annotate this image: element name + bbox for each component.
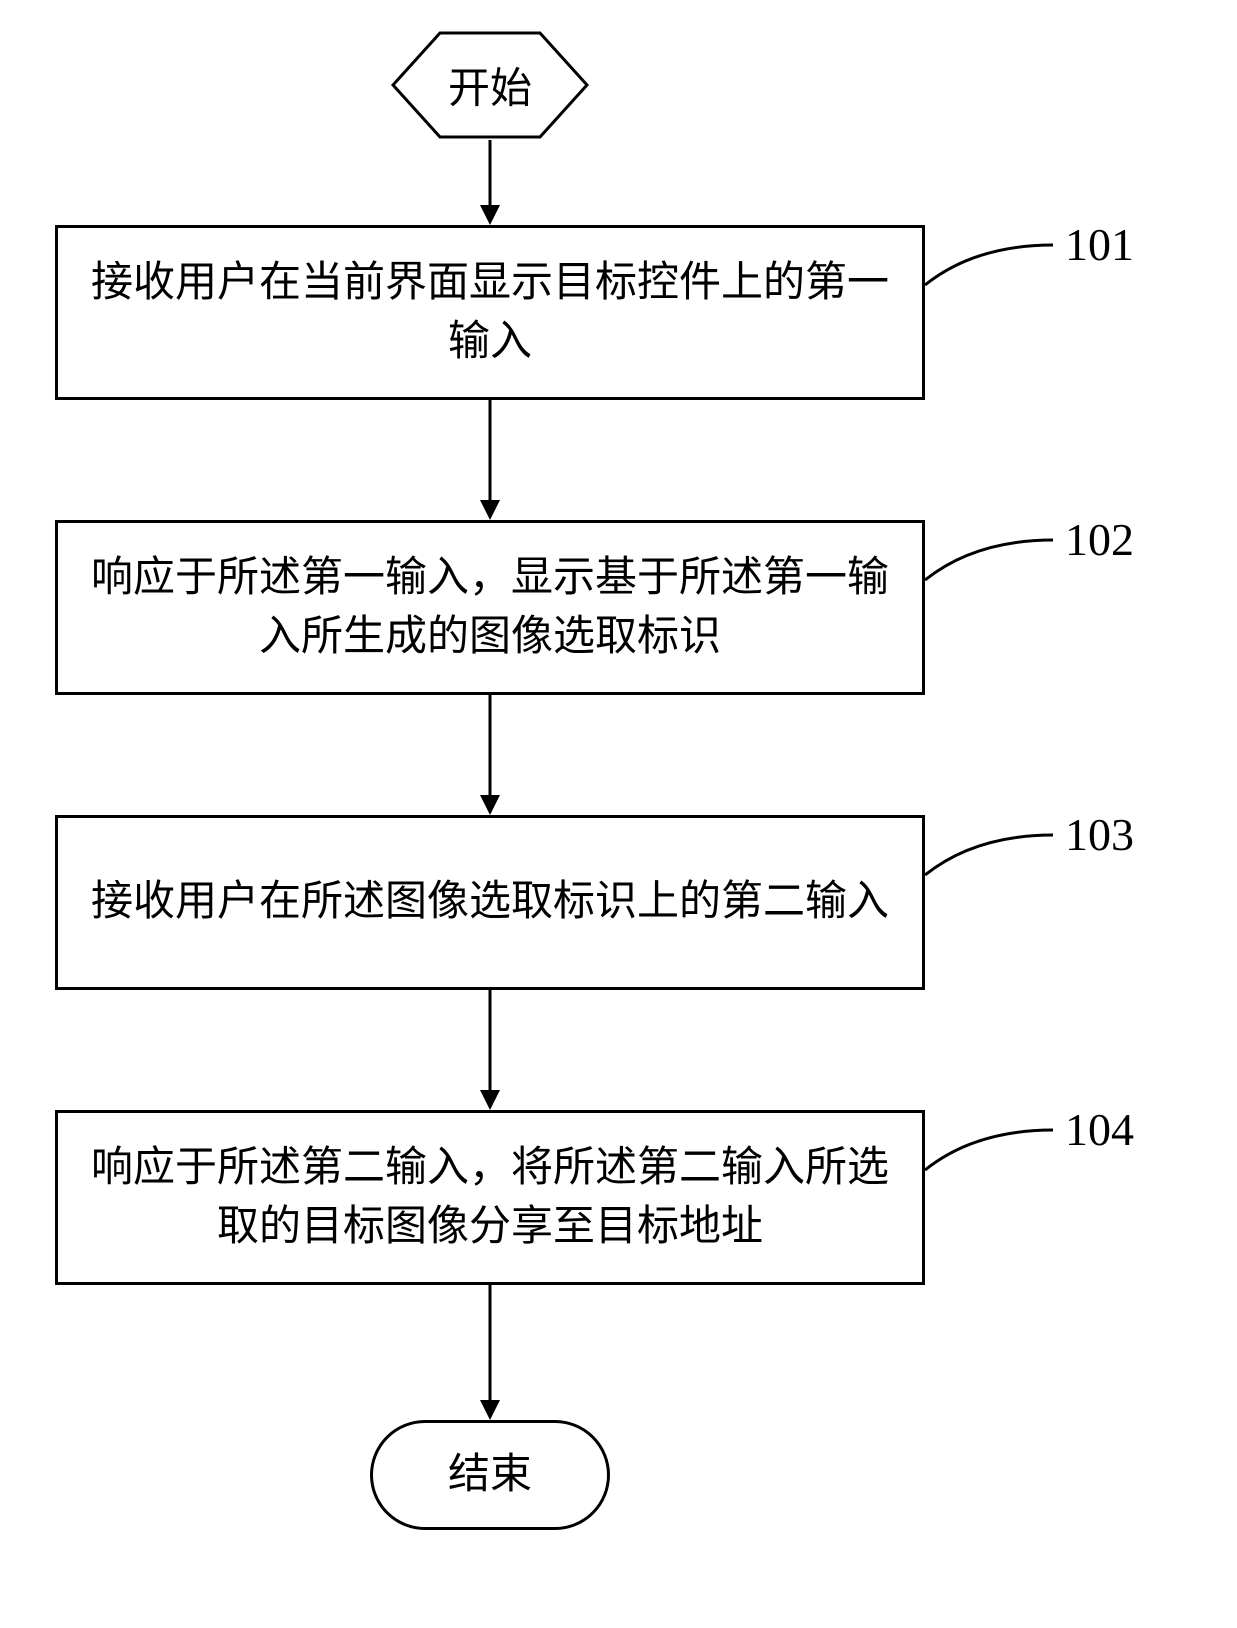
step-104: 响应于所述第二输入，将所述第二输入所选取的目标图像分享至目标地址 [55, 1110, 925, 1285]
leader-102 [925, 535, 1055, 600]
leader-103 [925, 830, 1055, 895]
step-104-text: 响应于所述第二输入，将所述第二输入所选取的目标图像分享至目标地址 [88, 1139, 892, 1257]
step-101-text: 接收用户在当前界面显示目标控件上的第一输入 [88, 254, 892, 372]
start-node: 开始 [390, 30, 590, 140]
step-103-text: 接收用户在所述图像选取标识上的第二输入 [91, 873, 889, 932]
end-node: 结束 [370, 1420, 610, 1530]
leader-101 [925, 240, 1055, 305]
label-102: 102 [1065, 513, 1134, 566]
arrow-1 [478, 400, 502, 525]
end-label: 结束 [448, 1446, 532, 1505]
step-101: 接收用户在当前界面显示目标控件上的第一输入 [55, 225, 925, 400]
step-102: 响应于所述第一输入，显示基于所述第一输入所生成的图像选取标识 [55, 520, 925, 695]
start-label: 开始 [448, 55, 532, 116]
label-103: 103 [1065, 808, 1134, 861]
label-104: 104 [1065, 1103, 1134, 1156]
flowchart-canvas: 开始 接收用户在当前界面显示目标控件上的第一输入 101 响应于所述第一输入，显… [0, 0, 1237, 1628]
leader-104 [925, 1125, 1055, 1190]
arrow-0 [478, 140, 502, 230]
arrow-4 [478, 1285, 502, 1425]
arrow-3 [478, 990, 502, 1115]
step-102-text: 响应于所述第一输入，显示基于所述第一输入所生成的图像选取标识 [88, 549, 892, 667]
step-103: 接收用户在所述图像选取标识上的第二输入 [55, 815, 925, 990]
label-101: 101 [1065, 218, 1134, 271]
arrow-2 [478, 695, 502, 820]
